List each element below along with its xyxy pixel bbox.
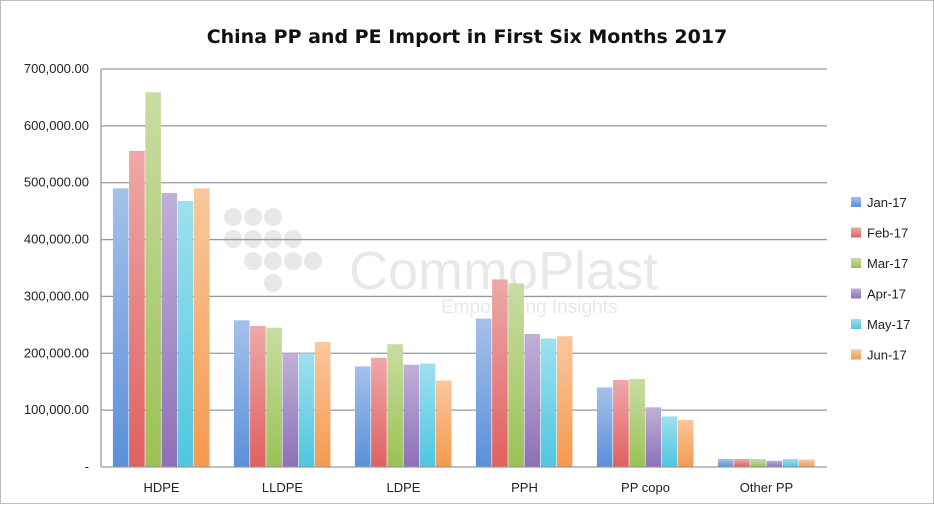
y-tick-label: 300,000.00 [24, 288, 89, 303]
x-tick-label: HDPE [143, 480, 179, 495]
x-tick-label: PPH [511, 480, 538, 495]
legend-swatch [851, 349, 861, 360]
bar-hdpe-jun-17 [193, 188, 210, 467]
x-tick-label: LLDPE [262, 480, 304, 495]
watermark-dot [264, 208, 282, 226]
bar-pph-may-17 [540, 338, 557, 467]
watermark-dots-icon [224, 208, 322, 292]
bar-pp-copo-feb-17 [613, 380, 629, 467]
legend-label: Feb-17 [867, 226, 908, 241]
watermark-logo: CommoPlast Empowering Insights [224, 208, 658, 318]
bar-pp-copo-mar-17 [629, 378, 645, 467]
bar-ldpe-mar-17 [387, 344, 403, 467]
bar-lldpe-feb-17 [250, 326, 266, 467]
legend-label: Mar-17 [867, 256, 908, 271]
bar-ldpe-apr-17 [403, 364, 420, 467]
bars [112, 92, 815, 468]
bar-other-pp-mar-17 [750, 459, 766, 467]
y-tick-label: 600,000.00 [24, 118, 89, 133]
legend-swatch [851, 227, 861, 238]
bar-hdpe-apr-17 [161, 192, 178, 467]
bar-lldpe-jan-17 [233, 320, 250, 467]
watermark-dot [264, 252, 282, 270]
bar-other-pp-may-17 [782, 459, 799, 467]
bar-other-pp-apr-17 [766, 460, 783, 467]
bar-lldpe-may-17 [298, 353, 315, 467]
bar-other-pp-jan-17 [717, 459, 734, 467]
bar-lldpe-mar-17 [266, 327, 282, 467]
gridlines [101, 68, 827, 411]
bar-pp-copo-may-17 [661, 416, 678, 467]
axes: - 100,000.00 200,000.00 300,000.00 400,000.0… [24, 61, 827, 495]
y-tick-label: - [85, 459, 89, 474]
legend-swatch [851, 197, 861, 207]
watermark-tagline: Empowering Insights [441, 297, 617, 318]
bar-ldpe-jun-17 [435, 380, 452, 467]
legend-label: Jun-17 [867, 348, 907, 363]
watermark-dot [244, 208, 262, 226]
legend-swatch [851, 319, 861, 329]
bar-ldpe-may-17 [419, 363, 436, 467]
bar-lldpe-apr-17 [282, 353, 299, 467]
bar-ldpe-feb-17 [371, 357, 387, 467]
y-tick-label: 200,000.00 [24, 345, 89, 360]
bar-other-pp-jun-17 [798, 459, 815, 467]
watermark-dot [284, 252, 302, 270]
legend-label: Jan-17 [867, 195, 907, 210]
y-tick-label: 400,000.00 [24, 232, 89, 247]
watermark-dot [224, 208, 242, 226]
bar-hdpe-jan-17 [112, 188, 129, 467]
x-tick-label: Other PP [740, 480, 793, 495]
bar-pph-mar-17 [508, 283, 524, 467]
legend-label: May-17 [867, 317, 910, 332]
bar-hdpe-may-17 [177, 200, 194, 467]
bar-pp-copo-apr-17 [645, 407, 662, 467]
x-tick-label: LDPE [387, 480, 421, 495]
bar-lldpe-jun-17 [314, 341, 331, 467]
bar-hdpe-mar-17 [145, 92, 161, 468]
bar-other-pp-feb-17 [734, 459, 750, 467]
chart-title: China PP and PE Import in First Six Mont… [207, 26, 728, 48]
bar-pph-jan-17 [475, 318, 492, 467]
x-tick-label: PP copo [621, 480, 670, 495]
y-tick-label: 500,000.00 [24, 175, 89, 190]
bar-ldpe-jan-17 [354, 366, 371, 467]
watermark-dot [304, 252, 322, 270]
bar-pp-copo-jun-17 [677, 419, 694, 467]
legend-swatch [851, 258, 861, 268]
bar-pph-apr-17 [524, 334, 541, 467]
legend-label: Apr-17 [867, 287, 906, 302]
bar-hdpe-feb-17 [129, 150, 145, 467]
watermark-dot [244, 252, 262, 270]
y-tick-label: 700,000.00 [24, 61, 89, 76]
bar-pph-feb-17 [492, 279, 508, 467]
bar-pp-copo-jan-17 [596, 387, 613, 467]
legend-swatch [851, 288, 861, 299]
legend: Jan-17 Feb-17 Mar-17 Apr-17 May-17 Jun-17 [851, 195, 910, 363]
watermark-dot [264, 274, 282, 292]
y-tick-label: 100,000.00 [24, 402, 89, 417]
bar-pph-jun-17 [556, 336, 573, 467]
